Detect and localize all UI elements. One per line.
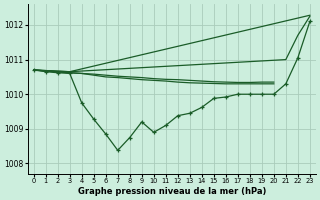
X-axis label: Graphe pression niveau de la mer (hPa): Graphe pression niveau de la mer (hPa) (77, 187, 266, 196)
